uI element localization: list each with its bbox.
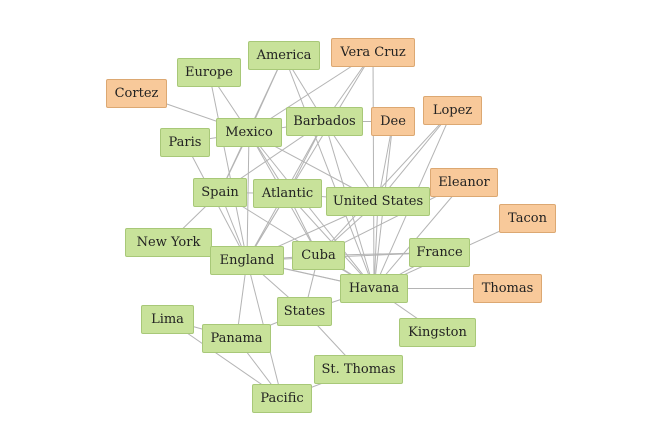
node-lima[interactable]: Lima <box>141 305 194 334</box>
node-france[interactable]: France <box>409 238 470 267</box>
node-tacon[interactable]: Tacon <box>499 204 556 233</box>
node-mexico[interactable]: Mexico <box>216 118 282 147</box>
node-havana[interactable]: Havana <box>340 274 408 303</box>
node-st-thomas[interactable]: St. Thomas <box>314 355 403 384</box>
node-vera-cruz[interactable]: Vera Cruz <box>331 38 415 67</box>
node-cuba[interactable]: Cuba <box>292 241 345 270</box>
edge-mexico-havana <box>248 132 375 289</box>
node-barbados[interactable]: Barbados <box>286 107 363 136</box>
edge-eleanor-havana <box>373 182 465 289</box>
node-dee[interactable]: Dee <box>371 107 415 136</box>
node-spain[interactable]: Spain <box>193 178 247 207</box>
edge-mexico-england <box>246 132 250 261</box>
node-new-york[interactable]: New York <box>125 228 212 257</box>
edge-europe-england <box>208 72 248 261</box>
node-states[interactable]: States <box>277 297 332 326</box>
node-eleanor[interactable]: Eleanor <box>430 168 498 197</box>
node-europe[interactable]: Europe <box>177 58 241 87</box>
node-cortez[interactable]: Cortez <box>106 79 167 108</box>
node-paris[interactable]: Paris <box>160 128 210 157</box>
node-america[interactable]: America <box>248 41 320 70</box>
edge-spain-havana <box>219 192 375 289</box>
node-panama[interactable]: Panama <box>202 324 271 353</box>
node-pacific[interactable]: Pacific <box>252 384 312 413</box>
node-england[interactable]: England <box>210 246 284 275</box>
edge-lopez-united-states <box>377 110 453 202</box>
node-atlantic[interactable]: Atlantic <box>253 179 322 208</box>
edge-vera-cruz-havana <box>372 52 375 289</box>
node-kingston[interactable]: Kingston <box>399 318 476 347</box>
edge-america-havana <box>283 55 375 289</box>
node-united-states[interactable]: United States <box>326 187 430 216</box>
node-lopez[interactable]: Lopez <box>423 96 482 125</box>
node-thomas[interactable]: Thomas <box>473 274 542 303</box>
